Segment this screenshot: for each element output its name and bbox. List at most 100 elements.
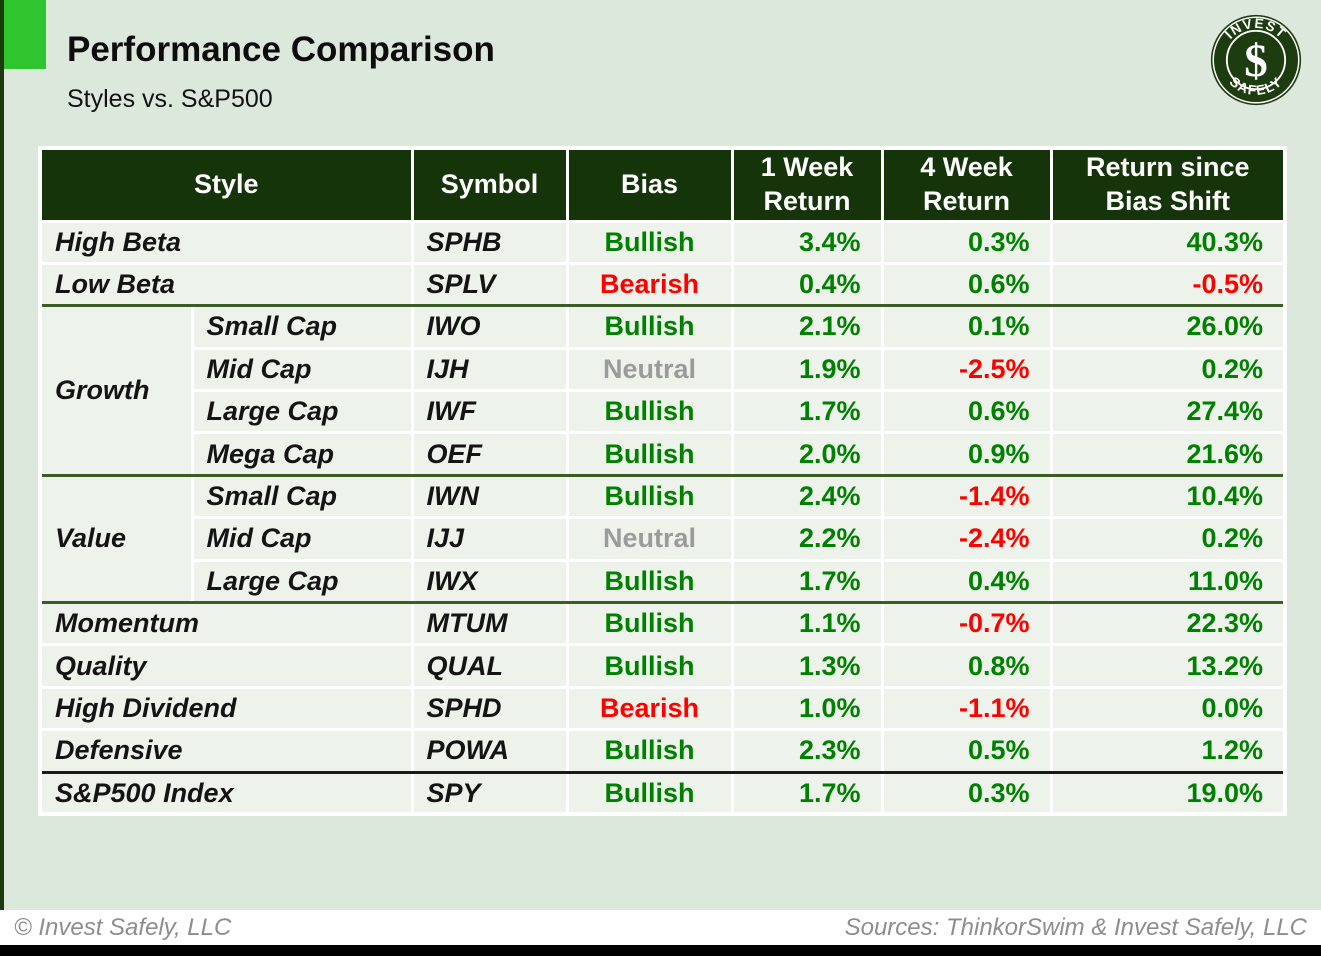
- symbol-cell: SPLV: [410, 261, 569, 308]
- week1-return-cell: 2.0%: [730, 431, 884, 477]
- table-row-sp500-index: S&P500 Index SPY Bullish 1.7% 0.3% 19.0%: [38, 770, 1287, 816]
- symbol-cell: IWN: [410, 473, 569, 520]
- week4-return-cell: 0.3%: [880, 219, 1053, 265]
- symbol-cell: IJJ: [410, 516, 569, 562]
- style-group-cell-growth: Growth: [38, 304, 194, 477]
- column-header-4-week-return: 4 Week Return: [880, 146, 1053, 223]
- return-since-cell: 19.0%: [1049, 770, 1287, 816]
- week1-return-cell: 1.7%: [730, 770, 884, 816]
- return-since-cell: -0.5%: [1049, 261, 1287, 308]
- week1-return-cell: 3.4%: [730, 219, 884, 265]
- bias-cell: Bullish: [565, 304, 734, 350]
- week4-return-cell: -0.7%: [880, 601, 1053, 647]
- table-row-value-small-cap: Value Small Cap IWN Bullish 2.4% -1.4% 1…: [38, 473, 1287, 605]
- week1-return-cell: 1.0%: [730, 685, 884, 732]
- week1-return-cell: 1.1%: [730, 601, 884, 647]
- page-title: Performance Comparison: [67, 30, 495, 69]
- week4-return-cell: 0.1%: [880, 304, 1053, 350]
- table-row-high-dividend: High Dividend SPHD Bearish 1.0% -1.1% 0.…: [38, 685, 1287, 732]
- return-since-cell: 10.4%: [1049, 473, 1287, 520]
- week4-return-cell: 0.9%: [880, 431, 1053, 477]
- substyle-cell: Large Cap: [190, 558, 414, 605]
- week4-return-cell: -2.4%: [880, 516, 1053, 562]
- style-cell: Momentum: [38, 601, 414, 647]
- return-since-cell: 1.2%: [1049, 728, 1287, 774]
- return-since-cell: 0.0%: [1049, 685, 1287, 732]
- style-cell: Low Beta: [38, 261, 414, 308]
- style-cell: Quality: [38, 643, 414, 689]
- symbol-cell: IWF: [410, 389, 569, 435]
- symbol-cell: SPY: [410, 770, 569, 816]
- table-row-value-large-cap: Large Cap IWX Bullish 1.7% 0.4% 11.0%: [40, 558, 1287, 605]
- return-since-cell: 21.6%: [1049, 431, 1287, 477]
- copyright-text: © Invest Safely, LLC: [14, 913, 232, 941]
- page-subtitle: Styles vs. S&P500: [67, 85, 273, 113]
- table-row-value-mid-cap: Mid Cap IJJ Neutral 2.2% -2.4% 0.2%: [40, 516, 1287, 562]
- week4-return-cell: 0.8%: [880, 643, 1053, 689]
- table-row-growth-large-cap: Large Cap IWF Bullish 1.7% 0.6% 27.4%: [40, 389, 1287, 435]
- column-header-return-since-bias-shift: Return since Bias Shift: [1049, 146, 1287, 223]
- symbol-cell: MTUM: [410, 601, 569, 647]
- column-header-1-week-return: 1 Week Return: [730, 146, 884, 223]
- return-since-cell: 0.2%: [1049, 516, 1287, 562]
- table-row-momentum: Momentum MTUM Bullish 1.1% -0.7% 22.3%: [38, 601, 1287, 647]
- bias-cell: Bullish: [565, 728, 734, 774]
- invest-safely-logo: INVEST SAFELY $: [1210, 14, 1302, 106]
- symbol-cell: OEF: [410, 431, 569, 477]
- table-row-low-beta: Low Beta SPLV Bearish 0.4% 0.6% -0.5%: [38, 261, 1287, 308]
- week1-return-cell: 1.3%: [730, 643, 884, 689]
- table-row-high-beta: High Beta SPHB Bullish 3.4% 0.3% 40.3%: [38, 219, 1287, 265]
- bias-cell: Bullish: [565, 601, 734, 647]
- style-cell: High Dividend: [38, 685, 414, 732]
- substyle-cell: Small Cap: [190, 304, 414, 350]
- table-row-quality: Quality QUAL Bullish 1.3% 0.8% 13.2%: [38, 643, 1287, 689]
- return-since-cell: 11.0%: [1049, 558, 1287, 605]
- bias-cell: Bearish: [565, 685, 734, 732]
- week1-return-cell: 1.9%: [730, 346, 884, 393]
- return-since-cell: 13.2%: [1049, 643, 1287, 689]
- week4-return-cell: 0.5%: [880, 728, 1053, 774]
- bias-cell: Neutral: [565, 346, 734, 393]
- week1-return-cell: 2.2%: [730, 516, 884, 562]
- bias-cell: Bullish: [565, 389, 734, 435]
- bias-cell: Bullish: [565, 431, 734, 477]
- logo-circle: [1210, 14, 1302, 106]
- dollar-sign-icon: $: [1244, 35, 1268, 87]
- symbol-cell: IJH: [410, 346, 569, 393]
- week4-return-cell: -2.5%: [880, 346, 1053, 393]
- style-cell: High Beta: [38, 219, 414, 265]
- substyle-cell: Mega Cap: [190, 431, 414, 477]
- return-since-cell: 27.4%: [1049, 389, 1287, 435]
- table-row-growth-mid-cap: Mid Cap IJH Neutral 1.9% -2.5% 0.2%: [40, 346, 1287, 393]
- column-header-symbol: Symbol: [410, 146, 569, 223]
- bias-cell: Bullish: [565, 558, 734, 605]
- style-group-cell-value: Value: [38, 473, 194, 605]
- week4-return-cell: 0.6%: [880, 261, 1053, 308]
- week1-return-cell: 2.4%: [730, 473, 884, 520]
- bottom-black-bar: [0, 945, 1321, 956]
- substyle-cell: Large Cap: [190, 389, 414, 435]
- week4-return-cell: -1.1%: [880, 685, 1053, 732]
- style-cell: S&P500 Index: [38, 770, 414, 816]
- week1-return-cell: 2.1%: [730, 304, 884, 350]
- bias-cell: Bearish: [565, 261, 734, 308]
- substyle-cell: Mid Cap: [190, 516, 414, 562]
- symbol-cell: IWX: [410, 558, 569, 605]
- table-row-defensive: Defensive POWA Bullish 2.3% 0.5% 1.2%: [38, 728, 1287, 774]
- return-since-cell: 22.3%: [1049, 601, 1287, 647]
- sources-text: Sources: ThinkorSwim & Invest Safely, LL…: [844, 913, 1307, 941]
- bias-cell: Bullish: [565, 643, 734, 689]
- substyle-cell: Mid Cap: [190, 346, 414, 393]
- week1-return-cell: 1.7%: [730, 389, 884, 435]
- table-row-growth-mega-cap: Mega Cap OEF Bullish 2.0% 0.9% 21.6%: [40, 431, 1287, 477]
- footer-bar: © Invest Safely, LLC Sources: ThinkorSwi…: [0, 910, 1321, 945]
- return-since-cell: 0.2%: [1049, 346, 1287, 393]
- week1-return-cell: 0.4%: [730, 261, 884, 308]
- week4-return-cell: -1.4%: [880, 473, 1053, 520]
- table-header-row: Style Symbol Bias 1 Week Return 4 Week R…: [38, 146, 1287, 223]
- bias-cell: Neutral: [565, 516, 734, 562]
- performance-table: Style Symbol Bias 1 Week Return 4 Week R…: [38, 146, 1288, 817]
- week1-return-cell: 2.3%: [730, 728, 884, 774]
- table-row-growth-small-cap: Growth Small Cap IWO Bullish 2.1% 0.1% 2…: [38, 304, 1287, 477]
- symbol-cell: SPHB: [410, 219, 569, 265]
